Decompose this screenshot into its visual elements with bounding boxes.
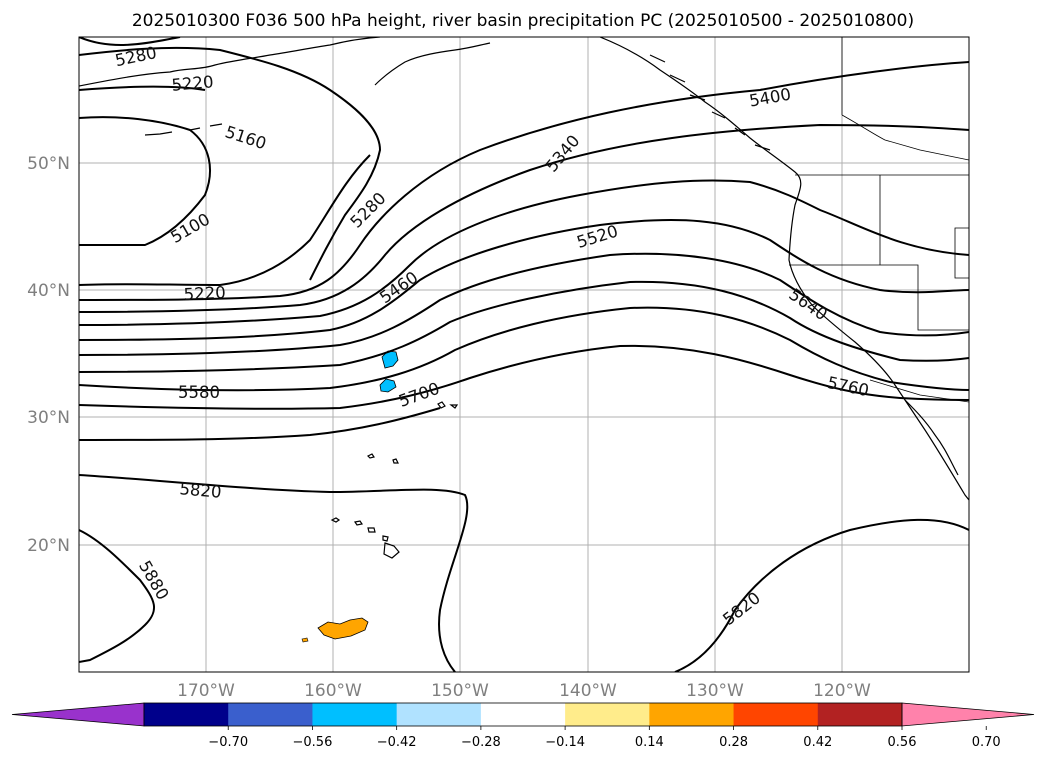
lat-label: 50°N [27, 154, 70, 174]
colorbar-segment [144, 703, 229, 726]
colorbar-tick-label: −0.28 [461, 735, 501, 750]
colorbar-extend-min [11, 702, 145, 727]
colorbar-segment [228, 703, 313, 726]
lon-label: 160°W [304, 681, 362, 701]
colorbar-tick-label: −0.42 [377, 735, 417, 750]
contour-5760-west [79, 407, 441, 441]
colorbar-segment [817, 703, 903, 726]
alaska-coast [79, 37, 381, 87]
contour-top [79, 37, 181, 46]
colorbar: −0.70 −0.56 −0.42 −0.28 −0.14 0.14 0.28 0.42 0.5… [11, 702, 1035, 750]
contour-5280-main [79, 61, 969, 301]
colorbar-extend-max [901, 702, 1035, 727]
lon-label: 140°W [559, 681, 617, 701]
lon-label: 150°W [431, 681, 489, 701]
colorbar-tick-label: 0.42 [803, 735, 832, 750]
contour-5640 [79, 306, 969, 392]
state-borders [789, 175, 969, 331]
colorbar-segment [649, 703, 735, 726]
contour-5460 [79, 219, 969, 341]
state-border-east [954, 227, 969, 279]
baja-coast [904, 399, 959, 476]
aleutian-islands [144, 123, 223, 136]
colorbar-segment [733, 703, 819, 726]
colorbar-segment [480, 703, 566, 726]
contour-5520 [79, 252, 969, 356]
colorbar-segment [396, 703, 482, 726]
contour-5580 [79, 280, 969, 373]
colorbar-segment [565, 703, 650, 726]
hawaii-main-islands [330, 517, 400, 559]
contour-label: 5220 [183, 283, 226, 304]
contour-5280-west [79, 46, 382, 281]
longitude-labels: 170°W 160°W 150°W 140°W 130°W 120°W [177, 681, 871, 701]
lon-label: 170°W [177, 681, 235, 701]
colorbar-tick-label: −0.70 [208, 735, 248, 750]
height-contours [79, 37, 969, 672]
lat-label: 40°N [27, 281, 70, 301]
colorbar-tick-label: 0.56 [888, 735, 917, 750]
colorbar-tick-label: −0.14 [545, 735, 585, 750]
kodiak-coast [374, 42, 491, 86]
map-title: 2025010300 F036 500 hPa height, river ba… [132, 11, 914, 31]
contour-5880 [79, 529, 155, 663]
map-panel: 5280 5220 5160 5100 5220 5580 5820 5880 … [78, 36, 970, 673]
latitude-labels: 50°N 40°N 30°N 20°N [27, 154, 70, 556]
lat-label: 30°N [27, 408, 70, 428]
contour-5820-west [79, 474, 469, 672]
colorbar-tick-label: 0.14 [635, 735, 664, 750]
contour-label: 5220 [171, 72, 214, 95]
contour-label: 5820 [179, 479, 222, 502]
contour-5160 [79, 116, 211, 246]
map-frame [78, 36, 970, 673]
contour-5700 [79, 344, 969, 410]
shaded-region-orange [317, 617, 369, 640]
northwestern-islets [366, 401, 459, 464]
lat-label: 20°N [27, 536, 70, 556]
lon-label: 120°W [813, 681, 871, 701]
contour-5820-east [674, 518, 969, 672]
map-background [79, 37, 969, 672]
lon-label: 130°W [686, 681, 744, 701]
contour-5220-north [79, 85, 206, 91]
borders [789, 37, 969, 403]
colorbar-segment [312, 703, 398, 726]
contour-5340 [79, 123, 969, 313]
contour-5220-south [79, 154, 371, 287]
colorbar-tick-label: 0.70 [972, 735, 1001, 750]
colorbar-frame [143, 702, 903, 727]
contour-label: 5580 [178, 383, 220, 402]
colorbar-tick-label: 0.28 [719, 735, 748, 750]
colorbar-tick-label: −0.56 [293, 735, 333, 750]
shaded-region-blue-2 [379, 378, 397, 393]
shaded-region-orange-small [301, 637, 309, 643]
hawaiian-islands [330, 401, 459, 559]
contour-5400 [79, 179, 969, 326]
